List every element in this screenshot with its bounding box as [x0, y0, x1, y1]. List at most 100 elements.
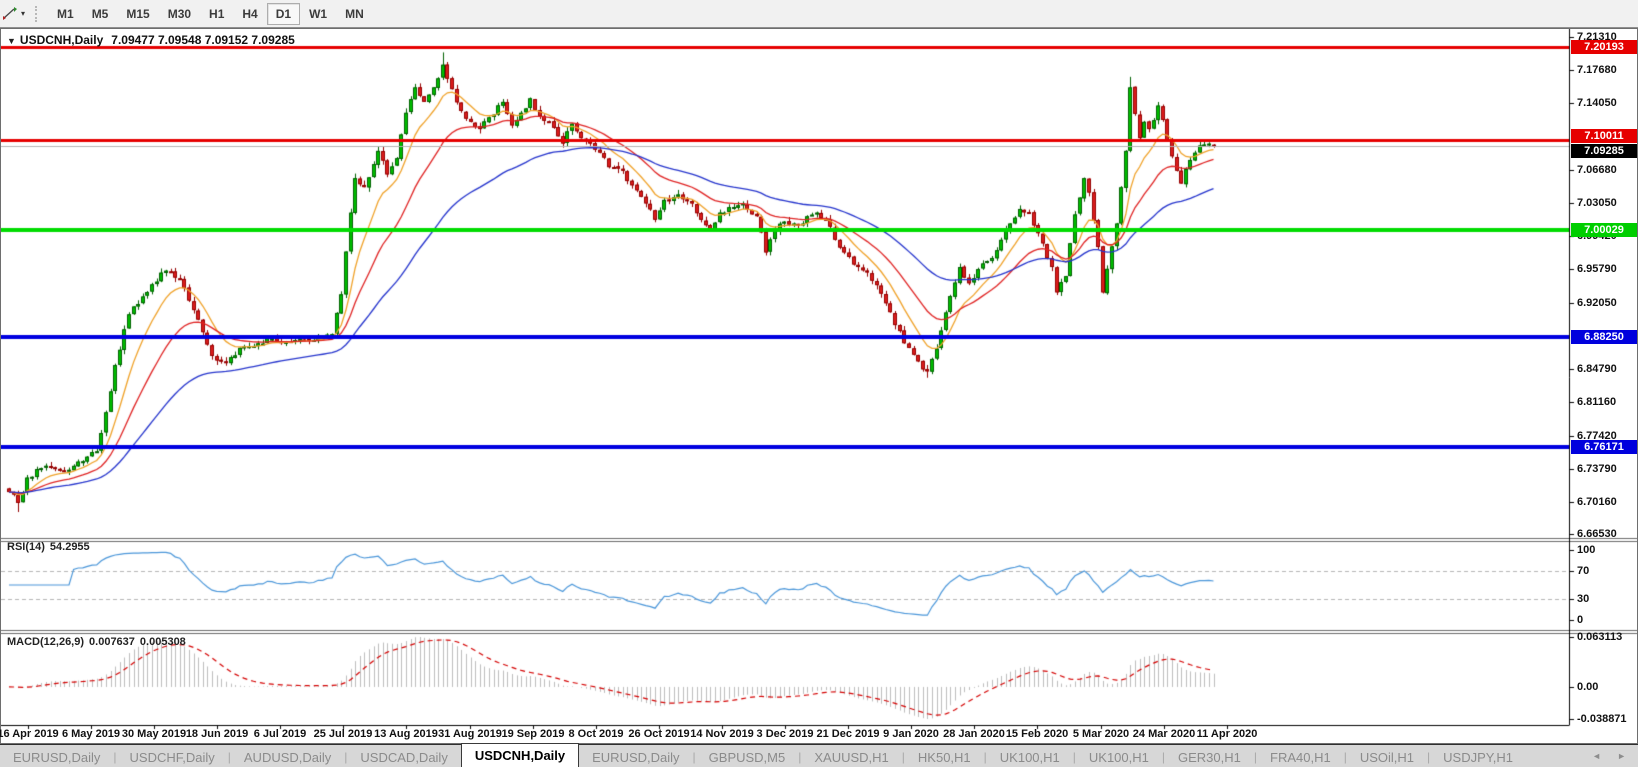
date-axis-tick: 13 Aug 2019 — [374, 728, 438, 740]
timeframe-button-m1[interactable]: M1 — [57, 6, 74, 21]
tab-separator: | — [1253, 750, 1257, 764]
date-axis-tick: 3 Dec 2019 — [756, 728, 814, 740]
chart-tab-gbpusd-m5[interactable]: GBPUSD,M5 — [708, 750, 786, 765]
timeframe-button-w1[interactable]: W1 — [309, 6, 328, 21]
chart-tab-usdjpy-h1[interactable]: USDJPY,H1 — [1443, 750, 1513, 765]
price-line-label: 7.09285 — [1571, 144, 1637, 158]
ohlc-values: 7.09477 7.09548 7.09152 7.09285 — [111, 33, 295, 47]
price-axis-tick: 6.73790 — [1577, 463, 1617, 475]
tab-separator: | — [1343, 750, 1347, 764]
price-axis-tick: 6.84790 — [1577, 363, 1617, 375]
timeframe-button-mn[interactable]: MN — [345, 6, 364, 21]
macd-axis-tick: 0.00 — [1577, 681, 1599, 693]
date-axis-tick: 19 Sep 2019 — [501, 728, 565, 740]
timeframe-toolbar: ▾ M1 M5 M15 M30 H1 H4 D1 W1 MN — [0, 0, 1638, 28]
price-axis-tick: 7.14050 — [1577, 97, 1617, 109]
tab-separator: | — [798, 750, 802, 764]
date-axis-tick: 9 Jan 2020 — [883, 728, 939, 740]
rsi-axis-tick: 100 — [1577, 544, 1596, 556]
chart-tab-audusd-daily[interactable]: AUDUSD,Daily — [243, 750, 332, 765]
macd-signal-value: 0.005308 — [139, 636, 186, 648]
chart-tab-fra40-h1[interactable]: FRA40,H1 — [1270, 750, 1331, 765]
macd-axis-tick: 0.063113 — [1577, 631, 1623, 643]
date-axis-tick: 26 Oct 2019 — [628, 728, 690, 740]
chart-tab-ger30-h1[interactable]: GER30,H1 — [1178, 750, 1241, 765]
date-axis-tick: 5 Mar 2020 — [1072, 728, 1130, 740]
price-axis-tick: 6.81160 — [1577, 396, 1617, 408]
timeframe-button-h1[interactable]: H1 — [209, 6, 225, 21]
rsi-axis-tick: 30 — [1577, 593, 1590, 605]
rsi-value: 54.2955 — [49, 541, 90, 553]
timeframe-button-h4[interactable]: H4 — [242, 6, 258, 21]
timeframe-button-d1[interactable]: D1 — [266, 2, 301, 25]
chart-collapse-icon[interactable]: ▼ — [7, 36, 16, 46]
price-axis-tick: 6.70160 — [1577, 496, 1617, 508]
date-axis-tick: 16 Apr 2019 — [0, 728, 59, 740]
price-axis-tick: 6.92050 — [1577, 297, 1617, 309]
date-axis-tick: 8 Oct 2019 — [568, 728, 624, 740]
chart-title: ▼ USDCNH,Daily 7.09477 7.09548 7.09152 7.0… — [7, 33, 295, 47]
date-axis-tick: 6 May 2019 — [61, 728, 121, 740]
symbol-name: USDCNH,Daily — [19, 33, 104, 47]
price-axis-tick: 7.03050 — [1577, 197, 1617, 209]
date-axis-tick: 11 Apr 2020 — [1196, 728, 1258, 740]
chart-tab-usdchf-daily[interactable]: USDCHF,Daily — [129, 750, 215, 765]
tab-separator: | — [692, 750, 696, 764]
tab-separator: | — [113, 750, 117, 764]
price-line-label: 7.10011 — [1571, 129, 1637, 143]
rsi-axis-tick: 70 — [1577, 565, 1590, 577]
chart-tab-usdcad-daily[interactable]: USDCAD,Daily — [360, 750, 448, 765]
rsi-label: RSI(14) 54.2955 — [7, 541, 95, 553]
chart-tab-eurusd-daily[interactable]: EURUSD,Daily — [592, 750, 680, 765]
chart-tab-xauusd-h1[interactable]: XAUUSD,H1 — [814, 750, 889, 765]
date-axis-tick: 14 Nov 2019 — [690, 728, 754, 740]
rsi-axis-tick: 0 — [1577, 614, 1584, 626]
tab-scroll-left-icon[interactable]: ◄ — [1592, 751, 1602, 761]
chart-tab-eurusd-daily[interactable]: EURUSD,Daily — [13, 750, 101, 765]
chart-tab-bar: EURUSD,Daily | USDCHF,Daily | AUDUSD,Daily | U… — [0, 743, 1638, 767]
date-axis-tick: 28 Jan 2020 — [943, 728, 1005, 740]
date-axis-tick: 6 Jul 2019 — [253, 728, 307, 740]
tab-separator: | — [1427, 750, 1431, 764]
chart-plot[interactable] — [1, 29, 1637, 743]
date-axis-tick: 31 Aug 2019 — [438, 728, 502, 740]
macd-axis-tick: -0.038871 — [1577, 713, 1627, 725]
chart-tab-uk100-h1[interactable]: UK100,H1 — [999, 750, 1060, 765]
timeframe-button-m15[interactable]: M15 — [126, 6, 150, 21]
chart-window: ▼ USDCNH,Daily 7.09477 7.09548 7.09152 7.0… — [0, 28, 1638, 744]
tab-separator: | — [1072, 750, 1076, 764]
price-line-label: 6.88250 — [1571, 330, 1637, 344]
price-axis-tick: 7.17680 — [1577, 64, 1617, 76]
date-axis-tick: 24 Mar 2020 — [1132, 728, 1196, 740]
chart-tab-uk100-h1[interactable]: UK100,H1 — [1088, 750, 1149, 765]
chart-tab-hk50-h1[interactable]: HK50,H1 — [917, 750, 971, 765]
timeframe-button-m30[interactable]: M30 — [167, 6, 192, 21]
tool-dropdown-caret[interactable]: ▾ — [21, 9, 26, 18]
price-axis-tick: 7.06680 — [1577, 164, 1617, 176]
tab-separator: | — [901, 750, 905, 764]
chart-tab-usdcnh-daily[interactable]: USDCNH,Daily — [460, 743, 580, 767]
date-axis-tick: 25 Jul 2019 — [313, 728, 373, 740]
chart-tool-button[interactable]: ▾ — [0, 6, 29, 21]
chart-tab-usoil-h1[interactable]: USOil,H1 — [1359, 750, 1415, 765]
macd-label: MACD(12,26,9) 0.007637 0.005308 — [7, 636, 191, 648]
price-axis-tick: 6.95790 — [1577, 263, 1617, 275]
tab-separator: | — [344, 750, 348, 764]
price-line-label: 6.76171 — [1571, 440, 1637, 454]
timeframe-button-m5[interactable]: M5 — [91, 6, 109, 21]
tab-scroll-right-icon[interactable]: ► — [1617, 751, 1626, 761]
macd-main-value: 0.007637 — [89, 636, 135, 648]
price-axis-tick: 6.77420 — [1577, 430, 1617, 442]
toolbar-drag-handle[interactable] — [35, 5, 40, 22]
tab-separator: | — [227, 750, 231, 764]
date-axis-tick: 15 Feb 2020 — [1005, 728, 1069, 740]
price-line-label: 7.00029 — [1571, 223, 1637, 237]
tab-separator: | — [1161, 750, 1165, 764]
tab-separator: | — [983, 750, 987, 764]
macd-name: MACD(12,26,9) — [7, 636, 85, 648]
date-axis-tick: 30 May 2019 — [121, 728, 187, 740]
rsi-name: RSI(14) — [7, 541, 45, 553]
price-axis-tick: 6.66530 — [1577, 528, 1617, 540]
date-axis-tick: 21 Dec 2019 — [816, 728, 880, 740]
price-line-label: 7.20193 — [1571, 40, 1637, 54]
